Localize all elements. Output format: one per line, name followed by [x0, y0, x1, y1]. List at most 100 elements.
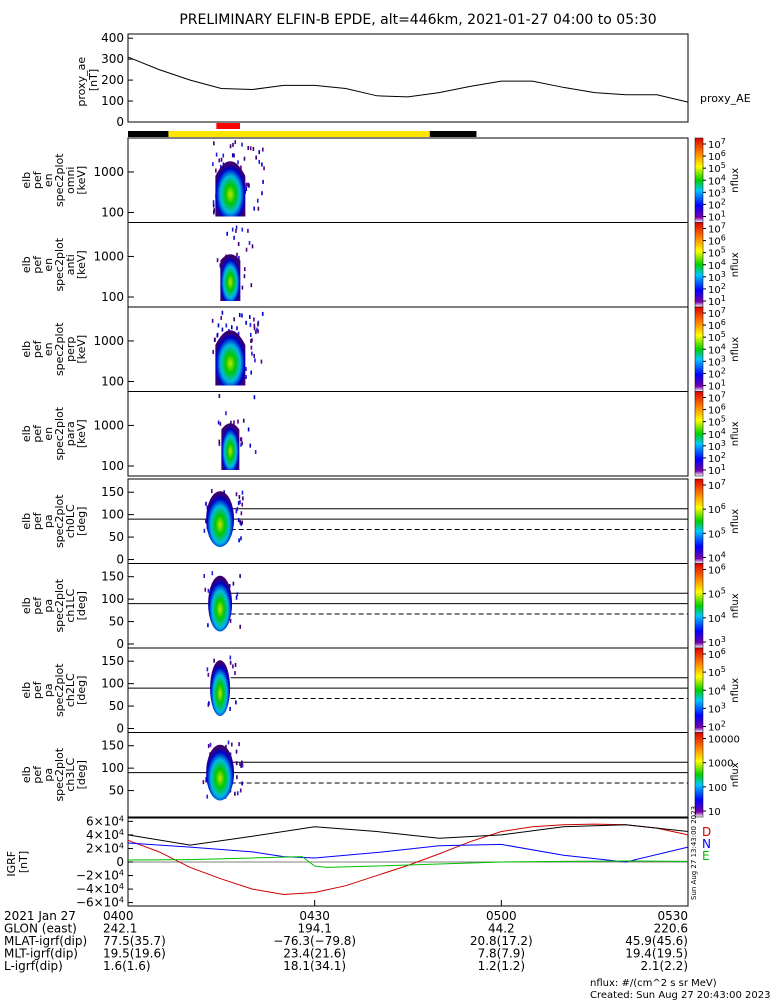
energy-panel-sparse-pixel	[247, 182, 250, 187]
energy-panel-sparse-pixel	[236, 326, 238, 331]
energy-panel-sparse-pixel	[219, 263, 222, 268]
pitch-panel-ylabel-line: [deg]	[75, 507, 88, 536]
pitch-panel-sparse-pixel	[240, 763, 242, 768]
pitch-panel-sparse-pixel	[236, 592, 239, 597]
footer-row-value: 77.5(35.7)	[103, 934, 166, 948]
proxy-ae-series-line	[127, 56, 689, 103]
exponent: 7	[721, 137, 726, 146]
pitch-panel-ylabel-line: ch0LC	[64, 504, 77, 538]
orbit-footer-table: 2021 Jan 27 0400 0430 0500 0530 GLON (east) 24…	[4, 900, 689, 973]
footer-row-value: 23.4(21.6)	[283, 947, 346, 961]
energy-panel-sparse-pixel	[236, 252, 238, 257]
exponent: 6	[721, 563, 726, 572]
energy-panel-sparse-pixel	[249, 146, 252, 151]
energy-panel-sparse-pixel	[249, 332, 252, 337]
exponent: 1	[721, 294, 726, 303]
energy-panel-ylabel-line: [keV]	[75, 166, 88, 195]
exponent: 2	[721, 366, 726, 375]
energy-panel-sparse-pixel	[249, 322, 252, 327]
energy-panel-sparse-pixel	[252, 146, 255, 151]
energy-panel-sparse-pixel	[243, 274, 246, 279]
energy-panel-sparse-pixel	[253, 353, 255, 358]
pitch-panel-sparse-pixel	[239, 520, 241, 525]
pitch-panel-sparse-pixel	[236, 506, 239, 511]
energy-panel-sparse-pixel	[256, 327, 258, 332]
energy-panel-ytick-label: 1000	[93, 418, 124, 432]
pitch-panel-sparse-pixel	[229, 618, 232, 623]
units-note: nflux: #/(cm^2 s sr MeV)	[590, 978, 717, 989]
energy-panel-sparse-pixel	[255, 155, 257, 160]
energy-panel-sparse-pixel	[218, 393, 221, 398]
energy-panel-sparse-pixel	[253, 317, 255, 322]
pitch-panel-ytick-label: 150	[101, 739, 124, 753]
exponent: 4	[721, 342, 726, 351]
pitch-panel-sparse-pixel	[236, 775, 238, 780]
exponent: 4	[721, 173, 726, 182]
pitch-panel-ylabel-line: elb	[20, 513, 33, 530]
pitch-panel-sparse-pixel	[205, 501, 207, 506]
pitch-panel-sparse-pixel	[229, 660, 232, 665]
footer-row-value: 19.4(19.5)	[625, 947, 688, 961]
exponent: 3	[721, 635, 726, 644]
proxy-ae-panel: proxy_ae [nT] 400 300 200 100 0 proxy_AE	[75, 31, 751, 129]
exponent: 4	[119, 828, 124, 837]
energy-panel-sparse-pixel	[263, 166, 265, 171]
chart-title: PRELIMINARY ELFIN-B EPDE, alt=446km, 202…	[179, 12, 656, 28]
energy-panel-sparse-pixel	[230, 420, 232, 425]
pitch-panel-ylabel-line: pa	[42, 514, 55, 528]
exponent: 1	[721, 379, 726, 388]
exponent: 4	[721, 611, 726, 620]
pitch-panel-sparse-pixel	[207, 744, 210, 749]
footer-row-value: 0500	[486, 909, 517, 923]
energy-panel-sparse-pixel	[212, 200, 215, 205]
pitch-panel-ytick-label: 0	[116, 637, 124, 651]
pitch-panel-sparse-pixel	[240, 536, 242, 541]
pitch-panel-ytick-label: 150	[101, 570, 124, 584]
footer-row-value: 194.1	[297, 922, 331, 936]
pitch-panel-sparse-pixel	[209, 742, 212, 747]
energy-panel-sparse-pixel	[257, 206, 260, 211]
pitch-panel-sparse-pixel	[203, 528, 206, 533]
energy-panel-sparse-pixel	[229, 144, 232, 149]
energy-panel-colorbar-label: nflux	[730, 421, 741, 446]
pitch-panel-sparse-pixel	[238, 495, 241, 500]
pitch-panel-sparse-pixel	[223, 490, 225, 495]
energy-panel-sparse-pixel	[211, 318, 214, 323]
pitch-panel-colorbar-tick-label: 100	[708, 783, 727, 794]
pitch-panel-sparse-pixel	[241, 520, 243, 525]
igrf-ylabel-line1: IGRF	[5, 851, 18, 877]
pitch-panel-colorbar	[694, 647, 704, 733]
pitch-panel-sparse-pixel	[234, 791, 236, 796]
pitch-panel-sparse-pixel	[239, 788, 242, 793]
pitch-panel-colorbar-tick-label: 104	[708, 683, 726, 697]
energy-panel-ylabel-line: spec2plot	[53, 153, 66, 207]
pitch-panel-ylabel-line: pa	[42, 768, 55, 782]
exponent: 2	[721, 451, 726, 460]
exponent: 4	[119, 882, 124, 891]
proxy-ae-legend: proxy_AE	[700, 92, 751, 105]
energy-panel-sparse-pixel	[237, 331, 240, 336]
pitch-panel-sparse-pixel	[239, 624, 241, 629]
pitch-panel-ylabel-line: [deg]	[75, 676, 88, 705]
igrf-ytick-label: −6×104	[76, 896, 124, 910]
footer-row-value: 1.2(1.2)	[478, 959, 526, 973]
energy-spectrogram-panels: 1000100elbpefenspec2plotomni[keV]1071061…	[20, 137, 741, 477]
energy-panel-sparse-pixel	[257, 322, 259, 327]
energy-panel-frame	[127, 137, 689, 223]
footer-row-label: GLON (east)	[4, 922, 77, 936]
pitch-panel-sparse-pixel	[206, 794, 209, 799]
energy-panel-sparse-pixel	[251, 351, 253, 356]
pitch-panel-ylabel-line: ch3LC	[64, 758, 77, 792]
pitch-panel-colorbar-tick-label: 103	[708, 701, 726, 715]
energy-panel-sparse-pixel	[212, 162, 214, 167]
exponent: 2	[721, 282, 726, 291]
pitch-panel-ytick-label: 50	[109, 530, 124, 544]
pitch-panel-colorbar-tick-label: 105	[708, 587, 726, 601]
proxy-ae-ylabel: proxy_ae [nT]	[75, 53, 100, 106]
pitch-panel-sparse-pixel	[232, 581, 235, 586]
pitch-panel-colorbar	[694, 478, 704, 564]
status-segment	[429, 131, 477, 137]
footer-row-value: 20.8(17.2)	[470, 934, 533, 948]
energy-panel-colorbar-tick-label: 101	[708, 463, 726, 477]
energy-panel-sparse-pixel	[238, 255, 240, 260]
